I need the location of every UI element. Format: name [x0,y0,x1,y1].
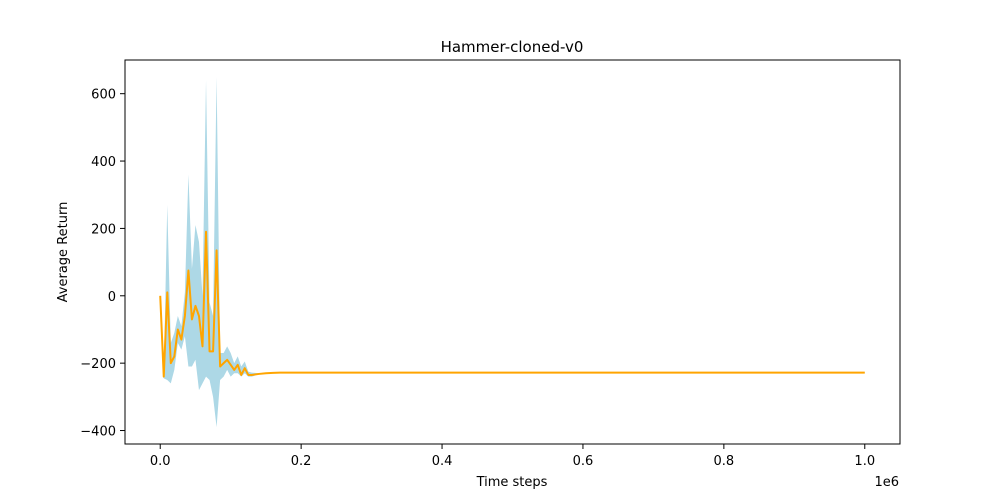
y-axis: −400 −200 0 200 400 600 [80,88,125,440]
x-tick-label: 0.6 [573,454,594,469]
y-tick-label: −200 [80,357,116,372]
y-axis-title: Average Return [56,202,71,303]
x-tick-label: 1.0 [854,454,875,469]
plot-area [159,76,865,428]
plot-frame [124,59,901,445]
y-tick-label: 400 [91,155,116,170]
y-tick-label: −400 [80,425,116,440]
y-tick-label: 0 [108,290,116,305]
x-tick-label: 0.4 [432,454,453,469]
x-axis-title: Time steps [476,475,548,490]
x-tick-label: 0.2 [291,454,312,469]
x-axis-offset-label: 1e6 [874,475,899,490]
y-tick-label: 600 [91,88,116,103]
x-axis: 0.0 0.2 0.4 0.6 0.8 1.0 [150,444,875,469]
chart-title: Hammer-cloned-v0 [441,38,584,56]
x-tick-label: 0.8 [714,454,735,469]
x-tick-label: 0.0 [150,454,171,469]
series-line [159,230,865,378]
y-tick-label: 200 [91,222,116,237]
